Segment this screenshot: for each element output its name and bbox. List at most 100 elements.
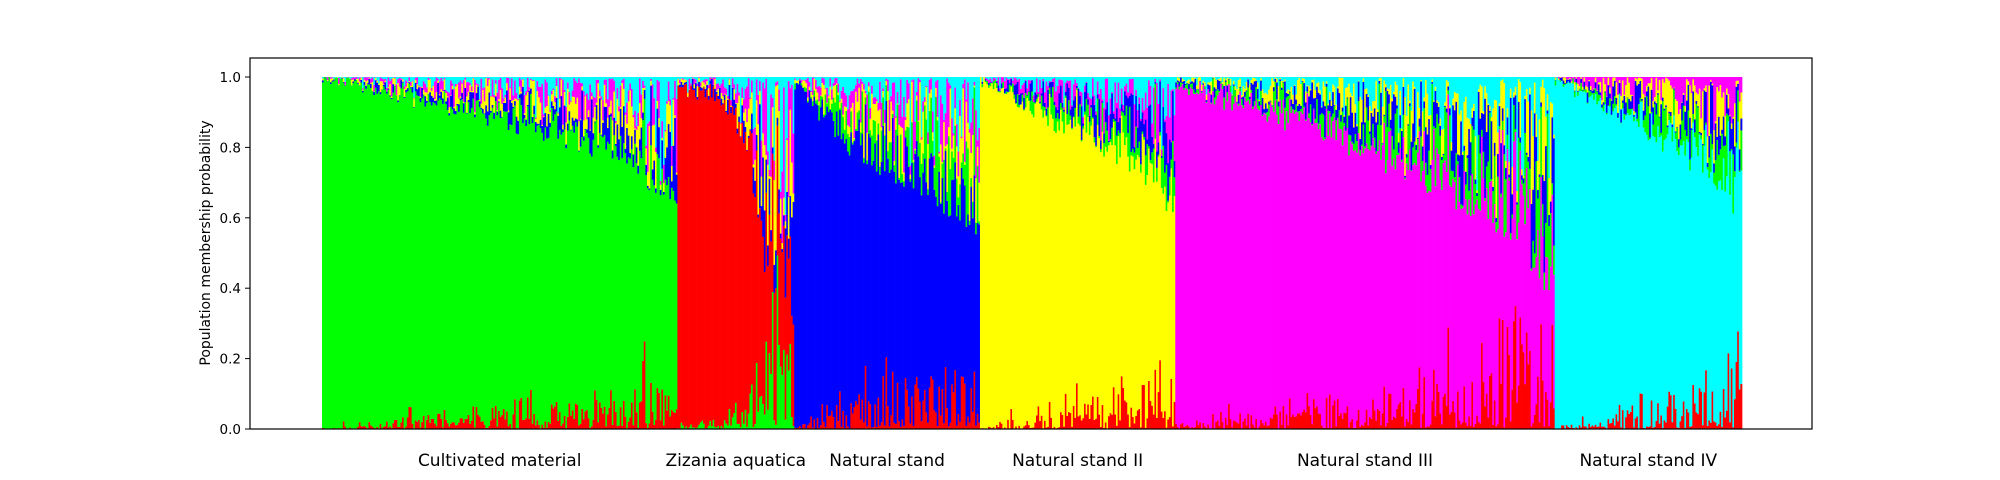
bar-segment-cyan bbox=[1234, 77, 1237, 87]
bar-segment-blue bbox=[1516, 202, 1519, 205]
bar-segment-cyan bbox=[378, 77, 380, 84]
bar-segment-magenta bbox=[741, 87, 744, 99]
bar-segment-green bbox=[699, 422, 702, 429]
bar-segment-cyan bbox=[1495, 77, 1498, 101]
bar-segment-yellow bbox=[760, 176, 763, 207]
bar-segment-green bbox=[1385, 91, 1387, 174]
bar-segment-magenta bbox=[872, 97, 875, 104]
bar-segment-green bbox=[1452, 171, 1455, 179]
bar-segment-green bbox=[1162, 145, 1165, 194]
bar-segment-green bbox=[328, 77, 331, 429]
bar-segment-blue bbox=[406, 88, 409, 92]
bar-segment-red bbox=[1533, 414, 1536, 429]
bar-segment-yellow bbox=[416, 84, 419, 90]
bar-segment-green bbox=[762, 403, 765, 429]
bar-segment-red bbox=[582, 419, 585, 429]
bar-segment-blue bbox=[698, 81, 701, 87]
bar-segment-red bbox=[397, 426, 400, 429]
bar-segment-green bbox=[461, 99, 464, 419]
bar-segment-magenta bbox=[584, 95, 587, 97]
bar-segment-red bbox=[943, 423, 946, 429]
bar-segment-blue bbox=[1024, 80, 1027, 94]
bar-segment-blue bbox=[893, 171, 896, 423]
bar-segment-yellow bbox=[954, 108, 957, 126]
bar-segment-blue bbox=[1296, 105, 1299, 112]
bar-segment-blue bbox=[1252, 84, 1255, 107]
bar-segment-red bbox=[1116, 425, 1118, 429]
bar-segment-green bbox=[373, 95, 376, 429]
bar-segment-magenta bbox=[358, 77, 361, 82]
bar-segment-magenta bbox=[1087, 92, 1090, 100]
bar-segment-blue bbox=[928, 158, 931, 388]
bar-segment-blue bbox=[616, 124, 619, 157]
bar-segment-green bbox=[827, 98, 830, 113]
bar-segment-blue bbox=[773, 264, 776, 293]
bar-segment-yellow bbox=[662, 183, 665, 193]
bar-segment-cyan bbox=[1183, 77, 1186, 80]
bar-segment-red bbox=[1104, 422, 1107, 429]
bar-segment-cyan bbox=[630, 77, 633, 89]
bar-segment-blue bbox=[1652, 107, 1655, 125]
bar-segment-red bbox=[1513, 321, 1516, 429]
bar-segment-green bbox=[1589, 91, 1592, 97]
bar-segment-magenta bbox=[765, 78, 768, 156]
bar-segment-cyan bbox=[1226, 77, 1229, 78]
bar-segment-yellow bbox=[872, 103, 875, 120]
bar-segment-yellow bbox=[1021, 101, 1024, 429]
bar-segment-cyan bbox=[1248, 77, 1251, 85]
bar-segment-yellow bbox=[1450, 141, 1453, 151]
bar-segment-yellow bbox=[360, 77, 363, 80]
bar-segment-yellow bbox=[1381, 106, 1384, 144]
bar-segment-red bbox=[1272, 414, 1275, 429]
bar-segment-yellow bbox=[1573, 82, 1576, 91]
bar-segment-yellow bbox=[430, 90, 433, 96]
bar-segment-magenta bbox=[330, 77, 332, 79]
bar-segment-yellow bbox=[1058, 130, 1061, 428]
bar-segment-cyan bbox=[1314, 77, 1317, 91]
bar-segment-red bbox=[1072, 405, 1075, 429]
bar-segment-green bbox=[1610, 114, 1613, 116]
bar-segment-cyan bbox=[743, 77, 745, 100]
bar-segment-red bbox=[1304, 412, 1307, 429]
bar-segment-blue bbox=[590, 99, 593, 157]
bar-segment-magenta bbox=[1205, 102, 1208, 428]
bar-segment-cyan bbox=[1530, 77, 1533, 111]
bar-segment-magenta bbox=[1111, 92, 1114, 94]
bar-segment-green bbox=[1485, 166, 1488, 189]
bar-segment-red bbox=[1482, 381, 1485, 429]
bar-segment-cyan bbox=[552, 77, 555, 89]
bar-segment-magenta bbox=[1279, 99, 1282, 412]
bar-segment-magenta bbox=[1596, 77, 1599, 91]
bar-segment-red bbox=[947, 426, 950, 429]
bar-segment-blue bbox=[1532, 189, 1535, 241]
bar-segment-magenta bbox=[1473, 214, 1475, 427]
bar-segment-blue bbox=[1042, 81, 1045, 107]
bar-segment-cyan bbox=[741, 77, 744, 88]
bar-segment-red bbox=[939, 415, 942, 429]
bar-segment-yellow bbox=[703, 82, 705, 87]
bar-segment-yellow bbox=[1282, 80, 1285, 82]
bar-segment-magenta bbox=[864, 90, 867, 94]
bar-segment-cyan bbox=[735, 77, 737, 94]
bar-segment-red bbox=[938, 386, 941, 429]
bar-segment-green bbox=[1229, 85, 1232, 93]
bar-segment-blue bbox=[1401, 130, 1403, 160]
bar-segment-green bbox=[960, 162, 963, 168]
bar-segment-magenta bbox=[488, 77, 491, 80]
bar-segment-cyan bbox=[587, 77, 590, 100]
bar-segment-cyan bbox=[1109, 77, 1112, 99]
bar-segment-magenta bbox=[398, 77, 401, 87]
bar-segment-magenta bbox=[992, 77, 995, 82]
bar-segment-blue bbox=[959, 220, 962, 422]
bar-segment-yellow bbox=[1636, 79, 1639, 86]
bar-segment-yellow bbox=[947, 127, 950, 137]
bar-segment-magenta bbox=[955, 124, 958, 147]
bar-segment-blue bbox=[799, 80, 802, 427]
bar-segment-blue bbox=[1589, 90, 1592, 92]
bar-segment-blue bbox=[1525, 152, 1528, 155]
bar-segment-blue bbox=[1554, 79, 1557, 81]
bar-segment-yellow bbox=[895, 117, 898, 130]
bar-segment-blue bbox=[1264, 103, 1267, 114]
bar-segment-magenta bbox=[504, 94, 507, 98]
bar-segment-yellow bbox=[480, 103, 483, 108]
